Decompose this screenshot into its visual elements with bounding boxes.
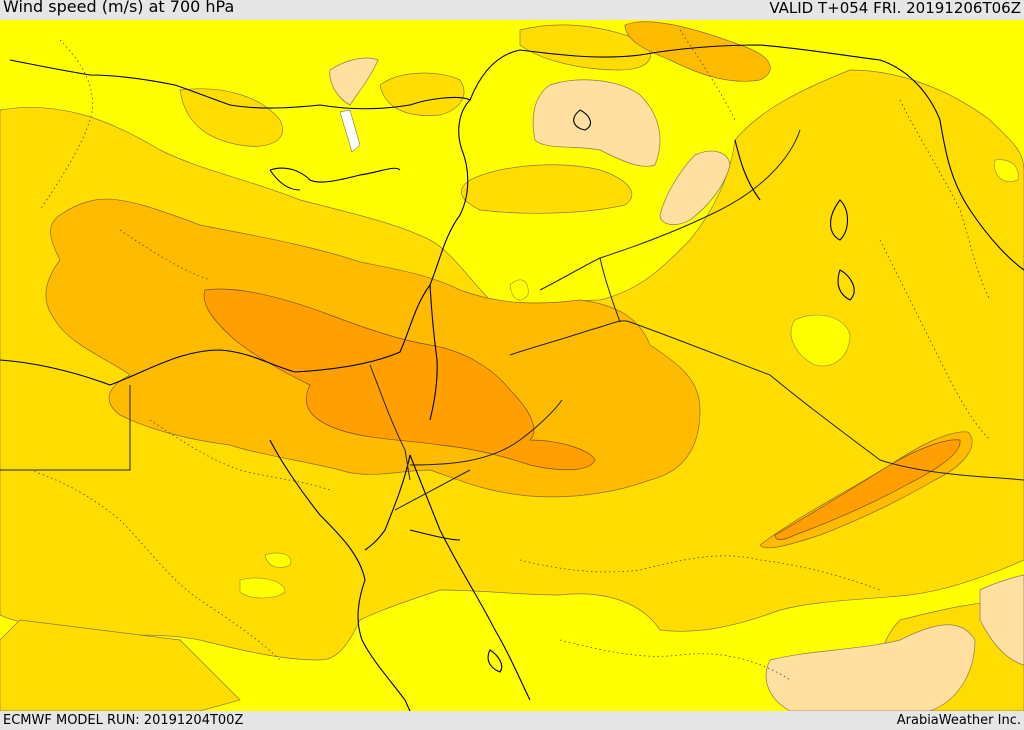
brand-credit: ArabiaWeather Inc.	[896, 713, 1021, 728]
admin-boundaries	[29, 29, 991, 681]
zone-25-30	[203, 288, 961, 540]
model-run: ECMWF MODEL RUN: 20191204T00Z	[3, 713, 244, 728]
country-borders	[0, 129, 1024, 511]
coastlines	[0, 44, 1024, 711]
map-title: Wind speed (m/s) at 700 hPa	[3, 0, 235, 16]
footer-bar: ECMWF MODEL RUN: 20191204T00Z ArabiaWeat…	[0, 711, 1024, 729]
zone-light	[329, 57, 1024, 711]
zone-calm	[339, 109, 361, 153]
header-bar: Wind speed (m/s) at 700 hPa VALID T+054 …	[0, 0, 1024, 20]
wind-speed-map	[0, 20, 1024, 711]
valid-time: VALID T+054 FRI. 20191206T06Z	[769, 0, 1021, 17]
zone-low-islands	[239, 159, 1019, 599]
